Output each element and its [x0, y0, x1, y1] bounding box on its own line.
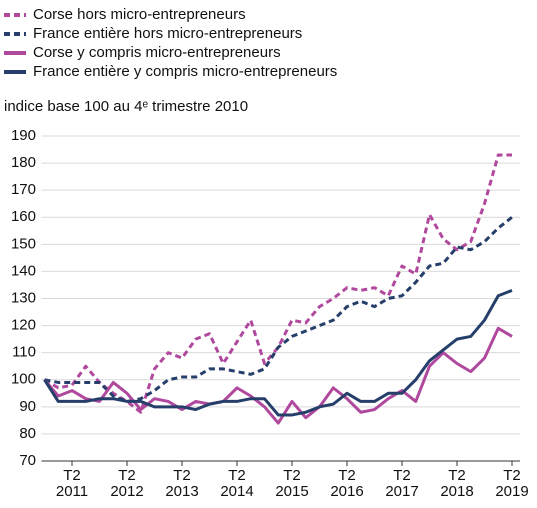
legend-label: France entière y compris micro-entrepren… — [33, 63, 337, 80]
x-tick-label: T2 2019 — [495, 467, 528, 500]
y-tick-label: 130 — [11, 289, 36, 306]
x-tick-label: T2 2016 — [330, 467, 363, 500]
line-series — [43, 326, 513, 425]
y-tick-label: 140 — [11, 262, 36, 279]
line-series — [43, 288, 513, 417]
y-tick-label: 150 — [11, 235, 36, 252]
legend-label: Corse hors micro-entrepreneurs — [33, 6, 246, 23]
y-tick-label: 100 — [11, 371, 36, 388]
y-tick-label: 80 — [19, 425, 36, 442]
line-series — [43, 153, 512, 414]
y-tick-label: 170 — [11, 181, 36, 198]
x-tick-label: T2 2018 — [440, 467, 473, 500]
x-tick-label: T2 2012 — [110, 467, 143, 500]
chart-subtitle: indice base 100 au 4ᵉ trimestre 2010 — [4, 98, 248, 115]
legend-label: France entière hors micro-entrepreneurs — [33, 25, 302, 42]
x-tick-label: T2 2017 — [385, 467, 418, 500]
y-tick-label: 160 — [11, 208, 36, 225]
line-series — [44, 216, 513, 403]
x-tick-label: T2 2011 — [56, 467, 88, 500]
y-tick-label: 90 — [19, 398, 36, 415]
legend-label: Corse y compris micro-entrepreneurs — [33, 44, 281, 61]
y-tick-label: 70 — [19, 452, 36, 469]
x-tick-label: T2 2013 — [165, 467, 198, 500]
y-tick-label: 110 — [12, 344, 36, 361]
x-tick-label: T2 2015 — [275, 467, 308, 500]
y-tick-label: 180 — [11, 154, 36, 171]
y-tick-label: 120 — [11, 317, 36, 334]
y-tick-label: 190 — [11, 127, 36, 144]
x-tick-label: T2 2014 — [220, 467, 253, 500]
